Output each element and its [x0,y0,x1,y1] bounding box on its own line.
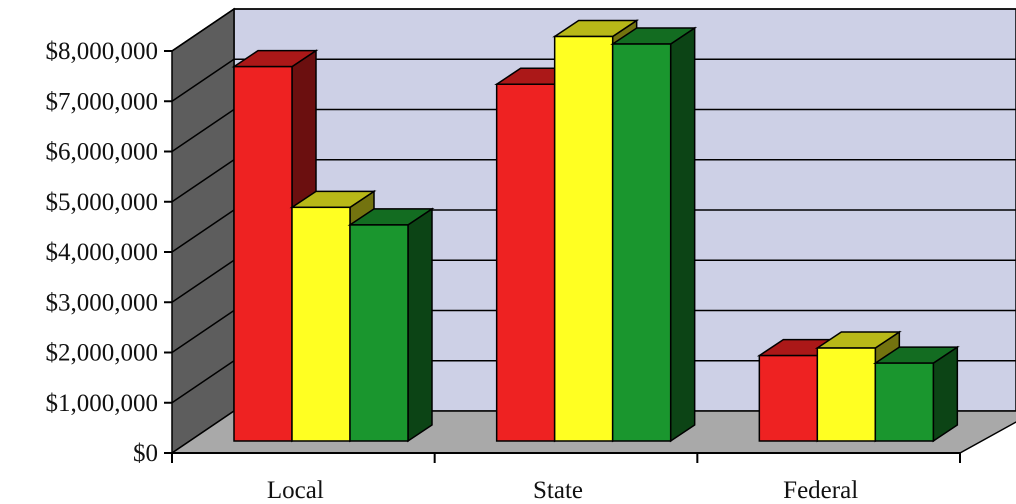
bar-front [291,206,351,442]
y-tick-label: $5,000,000 [46,189,159,216]
value-axis [164,50,961,463]
y-tick-label: $1,000,000 [46,390,159,417]
bar-front [495,83,556,442]
category-labels: Local State Federal [267,477,858,504]
gridline [171,8,1016,52]
y-tick-label: $0 [133,440,158,467]
y-tick-label: $8,000,000 [46,38,159,65]
y-tick-label: $4,000,000 [46,239,159,266]
bar-side [669,26,696,443]
gridline [171,58,1016,102]
y-tick-label: $6,000,000 [46,139,159,166]
bar-front [874,362,935,442]
bar-front [233,65,293,442]
bar-front [758,354,819,442]
bar [347,207,435,443]
bar [872,345,960,443]
category-label: Local [267,477,324,504]
y-tick-label: $3,000,000 [46,289,159,316]
bar-side [407,207,433,443]
category-label: Federal [783,477,858,504]
bar [610,26,698,443]
bar-front [349,224,409,442]
y-tick-label: $2,000,000 [46,340,159,367]
category-label: State [533,477,583,504]
bar-front [611,43,672,442]
y-tick-labels: $0 $1,000,000 $2,000,000 $3,000,000 $4,000,0… [46,38,159,467]
bars [231,19,960,443]
bar-front [816,347,877,442]
bar-front [553,35,614,442]
y-tick-label: $7,000,000 [46,88,159,115]
